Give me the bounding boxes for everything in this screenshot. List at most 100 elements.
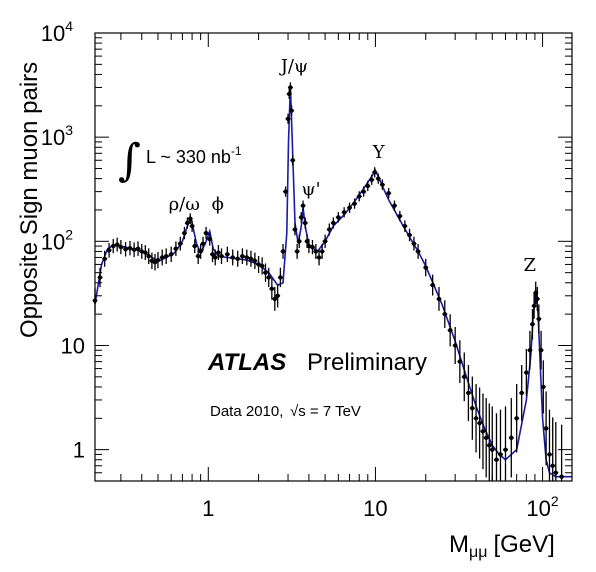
data-point	[493, 413, 499, 481]
data-point	[212, 249, 218, 266]
data-point	[302, 217, 308, 229]
data-point	[163, 248, 169, 264]
data-point	[375, 173, 381, 184]
data-point	[469, 376, 475, 440]
x-tick-label: 10	[363, 496, 387, 521]
data-point	[135, 241, 141, 256]
data-point	[285, 113, 291, 124]
data-point	[407, 228, 413, 242]
data-point	[127, 240, 133, 256]
data-point	[114, 237, 120, 252]
data-point	[184, 217, 190, 229]
data-point	[239, 248, 245, 264]
data-points	[92, 82, 565, 481]
data-point	[477, 387, 483, 459]
data-point	[106, 242, 112, 258]
data-point	[480, 393, 486, 470]
data-point	[527, 330, 533, 370]
data-point	[259, 257, 265, 275]
data-point	[550, 417, 556, 481]
data-point	[473, 384, 479, 453]
data-point	[215, 245, 221, 261]
x-axis-label-unit: [GeV]	[493, 531, 554, 558]
data-point	[263, 263, 269, 282]
data-point	[272, 286, 278, 311]
data-point	[235, 250, 241, 267]
axis-ticks	[95, 32, 572, 482]
data-point	[543, 391, 549, 466]
resonance-label: Z	[523, 255, 536, 276]
data-point	[252, 252, 258, 269]
x-tick-label: 1	[202, 496, 214, 521]
data-point	[326, 223, 332, 236]
data-point	[283, 186, 289, 197]
data-point	[131, 242, 137, 258]
y-tick-label: 104	[41, 18, 73, 46]
data-point	[534, 286, 540, 311]
data-point	[372, 167, 378, 178]
data-point	[379, 179, 385, 190]
resonance-label: ψ'	[302, 179, 321, 200]
data-point	[486, 403, 492, 481]
data-point	[319, 243, 325, 259]
data-point	[294, 243, 300, 259]
data-point	[483, 398, 489, 478]
data-point	[347, 202, 353, 213]
data-point	[335, 212, 341, 223]
data-point	[352, 198, 358, 209]
preliminary-label: Preliminary	[307, 349, 427, 376]
data-point	[536, 304, 542, 334]
data-point	[356, 191, 362, 202]
data-point	[97, 267, 103, 288]
data-point	[118, 239, 124, 255]
data-point	[230, 249, 236, 266]
data-point	[457, 340, 463, 384]
data-point	[149, 252, 155, 269]
data-point	[523, 348, 529, 397]
data-point	[497, 409, 503, 481]
luminosity-label: L ~ 330 nb-1	[146, 144, 242, 167]
y-tick-label: 102	[41, 226, 73, 254]
data-point	[200, 236, 206, 251]
data-point	[287, 82, 293, 93]
y-tick-label: 1	[73, 438, 85, 463]
data-point	[546, 409, 552, 481]
data-point	[391, 200, 397, 211]
data-point	[313, 243, 319, 259]
data-point	[110, 239, 116, 254]
x-axis-label: Mμμ [GeV]	[449, 531, 555, 561]
data-point	[177, 236, 183, 251]
resonance-labels: ρ/ω ϕ J/ψ ψ' Υ Z	[169, 56, 536, 276]
data-point	[361, 186, 367, 197]
data-point	[559, 424, 565, 481]
data-point	[461, 352, 467, 402]
data-point	[277, 267, 283, 288]
data-point	[442, 300, 448, 328]
data-point	[146, 248, 152, 264]
data-point	[341, 207, 347, 218]
data-point	[280, 243, 286, 259]
data-point	[415, 243, 421, 259]
x-axis-label-sub: μμ	[469, 544, 487, 561]
resonance-label: J/ψ	[279, 56, 308, 77]
resonance-label: ϕ	[212, 194, 224, 215]
data-label: Data 2010,	[210, 403, 283, 420]
data-point	[286, 88, 292, 100]
data-point	[123, 241, 129, 257]
data-point	[155, 251, 161, 269]
data-point	[248, 250, 254, 267]
data-point	[142, 245, 148, 261]
data-point	[224, 246, 230, 263]
data-point	[219, 248, 225, 264]
data-point	[102, 250, 108, 267]
integral-symbol: ∫	[118, 135, 141, 186]
data-point	[296, 234, 302, 249]
atlas-label: ATLAS	[207, 349, 286, 376]
data-point	[489, 406, 495, 481]
data-point	[269, 277, 275, 300]
data-point	[430, 274, 436, 296]
data-point	[519, 365, 525, 421]
luminosity-unit-sup: -1	[231, 144, 242, 158]
data-point	[198, 243, 204, 259]
data-point	[529, 309, 535, 340]
